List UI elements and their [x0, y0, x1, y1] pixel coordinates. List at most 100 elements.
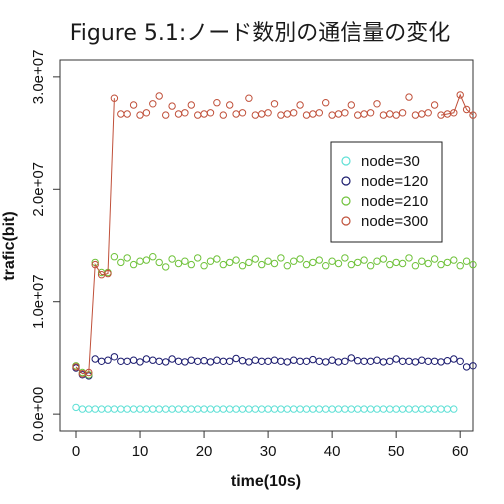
- data-point: [386, 110, 394, 118]
- data-point: [296, 405, 304, 413]
- series-1: [72, 353, 477, 380]
- data-point: [443, 258, 452, 267]
- data-point: [97, 405, 106, 413]
- data-point: [328, 405, 336, 413]
- data-point: [258, 357, 266, 365]
- data-point: [264, 109, 272, 117]
- data-point: [283, 405, 291, 413]
- data-point: [386, 357, 394, 365]
- data-point: [187, 260, 196, 269]
- data-point: [162, 358, 170, 366]
- data-point: [200, 405, 208, 413]
- y-tick-label: 0.0e+00: [30, 387, 47, 442]
- data-point: [85, 368, 93, 377]
- data-point: [142, 355, 151, 363]
- legend-label: node=30: [361, 153, 420, 170]
- data-point: [354, 357, 362, 365]
- data-point: [334, 110, 343, 118]
- data-point: [405, 254, 413, 262]
- legend-label: node=300: [361, 213, 428, 230]
- data-point: [136, 111, 144, 119]
- data-point: [194, 405, 202, 413]
- data-point: [392, 111, 400, 119]
- data-point: [72, 363, 80, 371]
- data-point: [309, 405, 317, 413]
- data-point: [168, 355, 176, 363]
- data-point: [392, 355, 400, 363]
- legend-label: node=210: [361, 193, 428, 210]
- data-point: [405, 405, 413, 413]
- data-point: [418, 257, 426, 265]
- series-0: [72, 403, 458, 413]
- legend: node=30 node=120 node=210 node=300: [330, 141, 443, 243]
- x-tick-label: 50: [388, 443, 405, 460]
- data-point: [149, 405, 157, 413]
- data-point: [290, 356, 298, 364]
- legend-marker: [341, 176, 351, 186]
- data-point: [181, 358, 189, 366]
- y-axis: 0.0e+00 1.0e+07 2.0e+07 3.0e+07: [30, 50, 61, 442]
- data-point: [386, 405, 394, 413]
- data-point: [437, 405, 445, 413]
- data-point: [117, 357, 125, 365]
- data-point: [85, 405, 93, 413]
- data-point: [450, 405, 458, 413]
- data-point: [366, 405, 375, 413]
- data-point: [366, 357, 375, 365]
- data-point: [450, 256, 458, 264]
- data-point: [322, 358, 330, 366]
- data-point: [117, 258, 125, 267]
- data-point: [462, 105, 471, 114]
- data-point: [347, 405, 355, 413]
- data-point: [238, 109, 247, 117]
- data-point: [142, 256, 151, 264]
- data-point: [360, 405, 368, 413]
- data-point: [72, 403, 80, 412]
- data-point: [373, 257, 381, 265]
- data-point: [117, 110, 125, 118]
- data-point: [328, 111, 336, 119]
- data-point: [360, 110, 368, 118]
- data-point: [219, 260, 228, 269]
- data-point: [302, 260, 311, 269]
- data-point: [238, 262, 247, 270]
- data-point: [334, 358, 343, 366]
- data-point: [354, 111, 362, 119]
- x-axis-label: time(10s): [231, 473, 301, 490]
- series-2: [72, 253, 477, 379]
- data-point: [315, 405, 323, 413]
- data-point: [443, 405, 452, 413]
- y-tick-label: 1.0e+07: [30, 274, 47, 329]
- data-point: [129, 356, 138, 364]
- data-point: [322, 99, 330, 107]
- data-point: [283, 110, 291, 118]
- x-tick-label: 60: [452, 443, 469, 460]
- data-point: [398, 357, 407, 365]
- data-point: [258, 260, 266, 269]
- data-point: [123, 405, 131, 413]
- data-point: [392, 405, 400, 413]
- data-point: [302, 111, 311, 119]
- data-point: [194, 111, 202, 119]
- data-point: [322, 405, 330, 413]
- data-point: [264, 357, 272, 365]
- data-point: [456, 91, 464, 99]
- data-point: [373, 356, 381, 364]
- data-point: [187, 356, 196, 364]
- data-point: [174, 259, 183, 268]
- data-point: [450, 355, 458, 363]
- x-tick-label: 30: [260, 443, 277, 460]
- data-point: [328, 356, 336, 364]
- data-point: [296, 101, 304, 109]
- data-point: [392, 258, 400, 267]
- data-point: [405, 357, 413, 365]
- legend-marker: [341, 216, 351, 226]
- series-line: [440, 93, 474, 116]
- data-point: [347, 101, 355, 109]
- data-point: [418, 356, 426, 364]
- data-point: [277, 405, 285, 413]
- data-point: [290, 109, 298, 117]
- data-point: [206, 405, 215, 413]
- data-point: [424, 259, 432, 268]
- data-point: [213, 405, 221, 413]
